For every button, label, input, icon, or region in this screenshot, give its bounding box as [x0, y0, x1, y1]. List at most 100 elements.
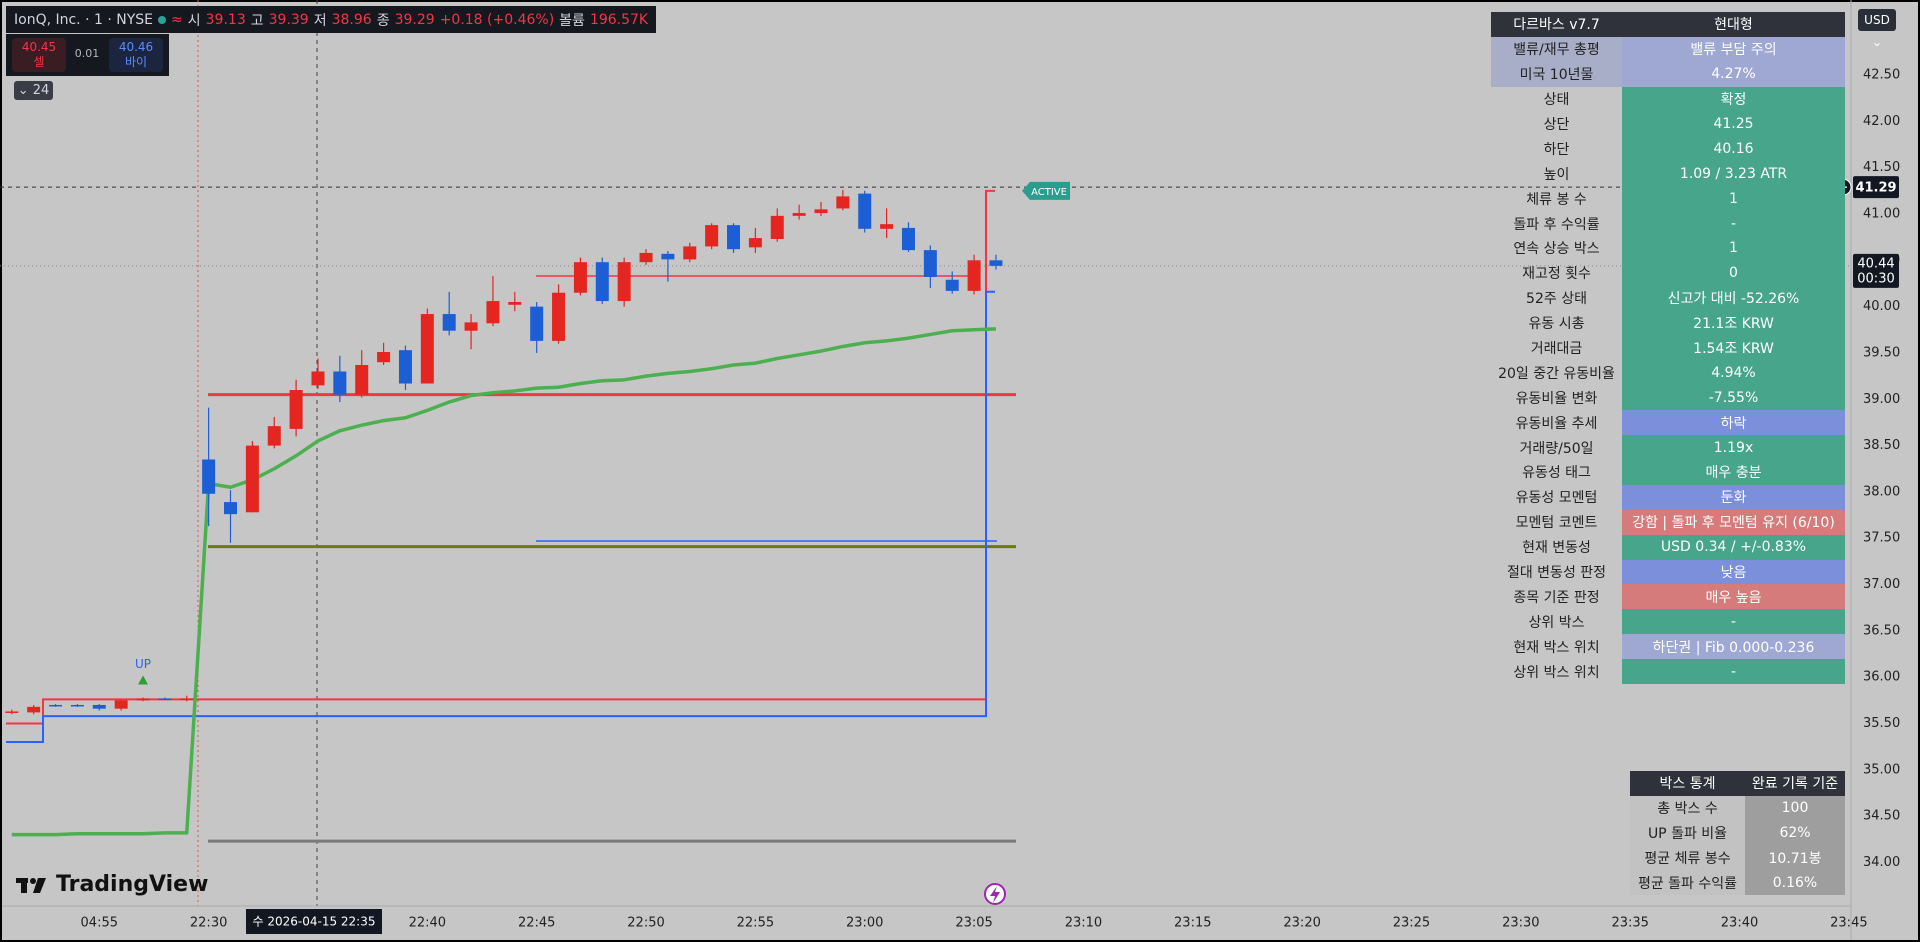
- table-row: 상위 박스 -: [1491, 609, 1845, 635]
- crosshair-price-box: [1853, 176, 1899, 199]
- row-label: 미국 10년물: [1491, 61, 1622, 87]
- candle-body: [530, 306, 544, 341]
- table-row: 현재 변동성 USD 0.34 / +/-0.83%: [1491, 534, 1845, 560]
- row-value: 하락: [1622, 410, 1845, 436]
- candle-body: [858, 193, 872, 229]
- spread: 0.01: [74, 47, 100, 60]
- buy-price: 40.46: [118, 40, 154, 54]
- candle-body: [311, 371, 325, 386]
- row-label: 상위 박스 위치: [1513, 664, 1600, 681]
- row-label: 높이: [1543, 166, 1570, 183]
- row-value: 10.71봉: [1745, 845, 1845, 871]
- row-value: 밸류 부담 주의: [1622, 36, 1845, 62]
- buy-label: 바이: [124, 55, 148, 69]
- volume-value: 196.57K: [589, 11, 649, 28]
- y-tick-label: 35.00: [1863, 762, 1900, 777]
- table-row: 유동비율 변화 -7.55%: [1491, 385, 1845, 411]
- active-tag: [1022, 181, 1070, 200]
- row-label: 상태: [1543, 92, 1570, 109]
- row-label: 평균 돌파 수익률: [1630, 870, 1745, 896]
- box-upper-line: [6, 189, 995, 725]
- row-value: 강함 | 돌파 후 모멘텀 유지 (6/10): [1622, 509, 1845, 535]
- row-value: 62%: [1745, 820, 1845, 846]
- table-row: 절대 변동성 판정 낮음: [1491, 559, 1845, 585]
- candle-body: [748, 238, 762, 248]
- row-label: 현재 변동성: [1522, 540, 1591, 557]
- up-marker: [138, 675, 149, 685]
- candle-body: [683, 246, 697, 260]
- close-value: 39.29: [394, 11, 435, 28]
- y-tick-label: 41.00: [1863, 206, 1900, 221]
- x-tick-label: 04:55: [81, 916, 118, 931]
- trade-panel: 40.45 셀 0.01 40.46 바이: [6, 34, 169, 76]
- row-label: 유동비율 추세: [1515, 415, 1598, 432]
- symbol[interactable]: IonQ, Inc. · 1 · NYSE: [14, 11, 154, 28]
- candle-body: [377, 352, 391, 363]
- row-label: 체류 봉 수: [1526, 191, 1587, 208]
- candle-body: [880, 224, 894, 229]
- x-tick-label: 23:35: [1611, 916, 1648, 931]
- interval-badge[interactable]: ⌄ 24: [14, 81, 53, 100]
- candle-body: [224, 502, 237, 515]
- row-value: 신고가 대비 -52.26%: [1622, 285, 1845, 311]
- currency: USD: [1864, 13, 1890, 27]
- table-row: 하단 40.16: [1491, 136, 1845, 162]
- header-cell: 현대형: [1622, 12, 1845, 37]
- row-value: 1.19x: [1622, 435, 1845, 461]
- x-tick-label: 23:45: [1830, 916, 1867, 931]
- table-row: 평균 체류 봉수 10.71봉: [1630, 845, 1845, 871]
- candle-body: [289, 390, 303, 429]
- candle-body: [136, 698, 150, 701]
- ma-line: [11, 327, 997, 837]
- row-label: 상위 박스: [1528, 614, 1585, 631]
- table-row: 유동비율 추세 하락: [1491, 410, 1845, 436]
- y-tick-label: 41.50: [1863, 160, 1900, 175]
- table-row: 체류 봉 수 1: [1491, 186, 1845, 212]
- candle-body: [967, 260, 981, 291]
- x-tick-label: 22:45: [518, 916, 555, 931]
- candle-body: [486, 301, 500, 324]
- row-value: 41.25: [1622, 111, 1845, 137]
- y-tick-label: 37.50: [1863, 531, 1900, 546]
- candle-body: [989, 260, 1003, 266]
- row-label: 유동비율 변화: [1515, 390, 1598, 407]
- row-value: 1.09 / 3.23 ATR: [1622, 161, 1845, 187]
- candle-body: [398, 350, 412, 384]
- candle-body: [945, 279, 959, 291]
- y-tick-label: 40.00: [1863, 299, 1900, 314]
- y-tick-label: 42.50: [1863, 68, 1900, 83]
- y-tick-label: 34.00: [1863, 855, 1900, 870]
- currency-button[interactable]: USD ⌄: [1858, 9, 1896, 49]
- dashboard-table: 다르바스 v7.7 현대형 밸류/재무 총평 밸류 부담 주의 미국 10년물 4.27%…: [1491, 12, 1845, 685]
- row-value: 확정: [1622, 86, 1845, 112]
- row-value: 1: [1622, 186, 1845, 212]
- row-label: 거래량/50일: [1519, 440, 1594, 457]
- table-row: 상위 박스 위치 -: [1491, 659, 1845, 685]
- y-tick-label: 42.00: [1863, 114, 1900, 129]
- countdown: 00:30: [1857, 271, 1894, 286]
- x-tick-label: 23:10: [1065, 916, 1102, 931]
- table-row: 높이 1.09 / 3.23 ATR: [1491, 161, 1845, 187]
- candle-body: [836, 196, 850, 209]
- candle-body: [727, 225, 741, 250]
- candle-body: [114, 700, 128, 709]
- row-label: 총 박스 수: [1630, 795, 1745, 821]
- row-value: 매우 높음: [1622, 584, 1845, 610]
- table-row: 재고정 횟수 0: [1491, 260, 1845, 286]
- buy-button[interactable]: 40.46 바이: [109, 38, 163, 72]
- row-value: 1: [1622, 236, 1845, 261]
- x-tick-label: 22:30: [190, 916, 227, 931]
- y-tick-label: 38.00: [1863, 484, 1900, 499]
- table-row: 상단 41.25: [1491, 111, 1845, 137]
- row-label: 절대 변동성 판정: [1506, 565, 1607, 582]
- row-label: 밸류/재무 총평: [1491, 36, 1622, 62]
- row-value: 0: [1622, 260, 1845, 286]
- sell-button[interactable]: 40.45 셀: [12, 38, 66, 72]
- x-tick-label: 22:55: [737, 916, 774, 931]
- icon: ≈: [171, 11, 183, 28]
- table-row: 유동성 태그 매우 충분: [1491, 460, 1845, 485]
- x-tick-label: 23:30: [1502, 916, 1539, 931]
- candle-body: [49, 704, 63, 707]
